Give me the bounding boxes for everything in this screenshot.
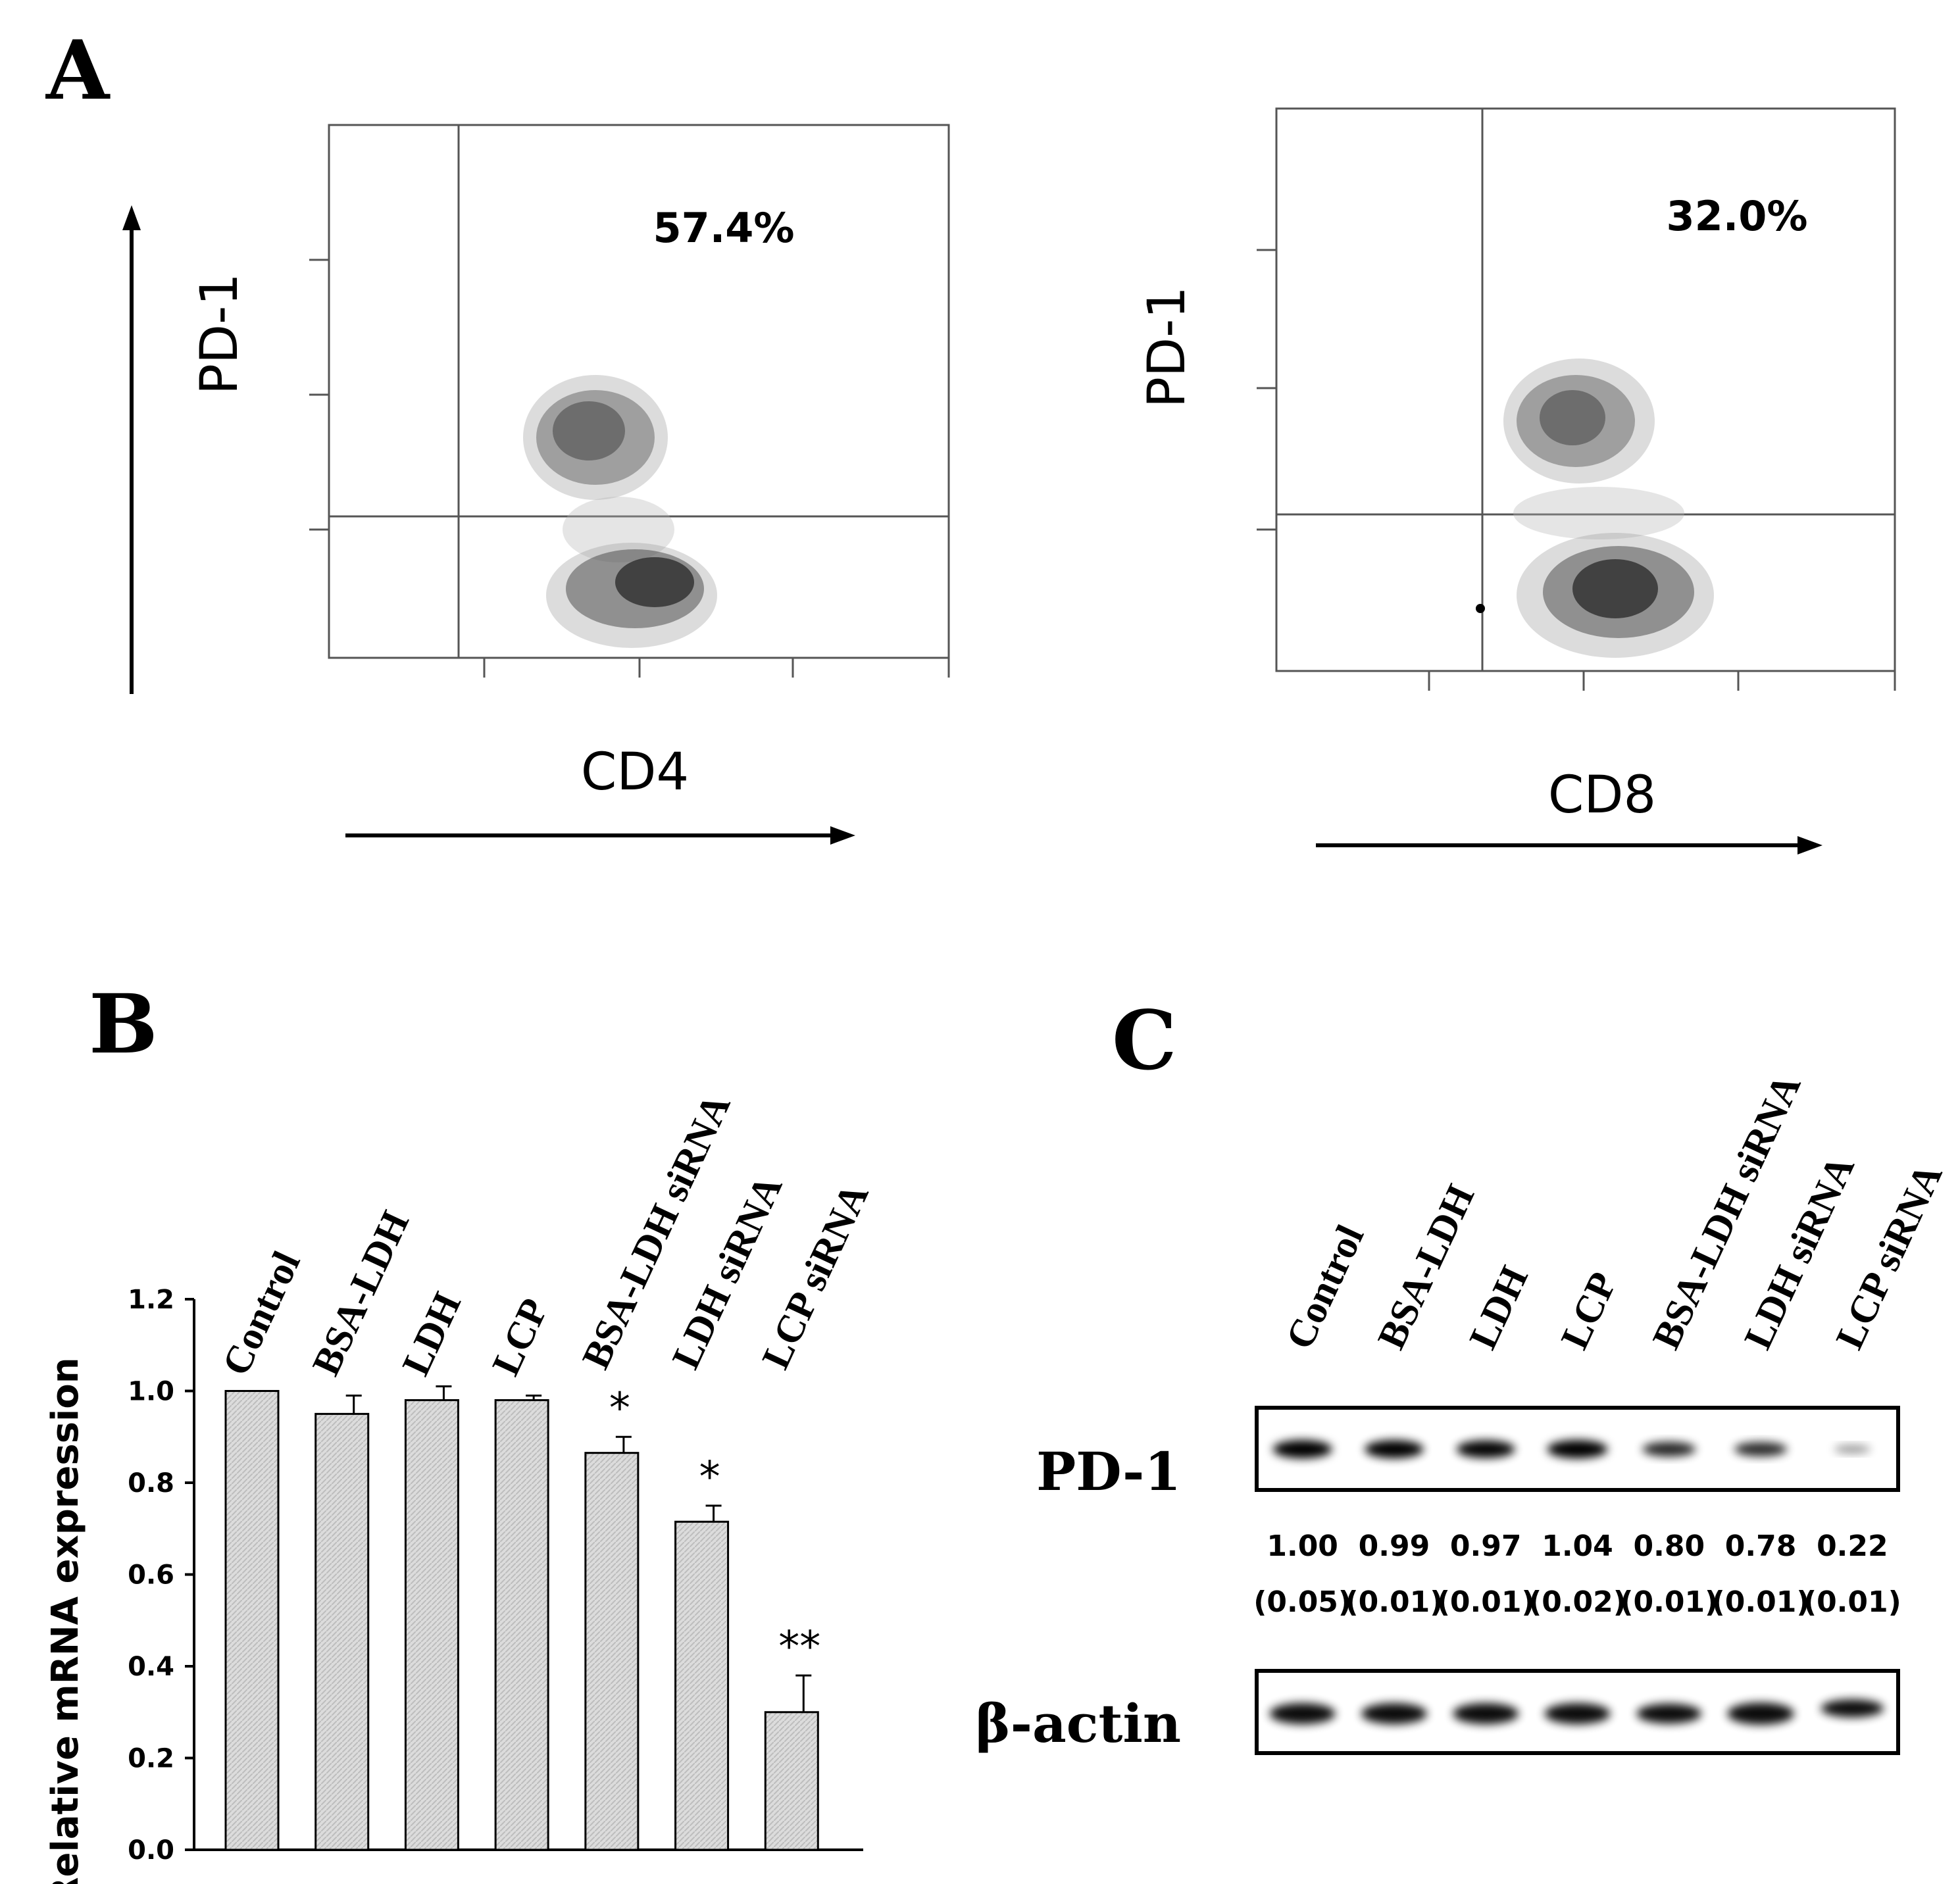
- pd1-relative-value: 0.97: [1450, 1529, 1522, 1563]
- cell-cluster-bridge: [563, 497, 674, 562]
- flow-left-percentage: 57.4%: [653, 204, 794, 252]
- blot-bands: [1269, 1440, 1884, 1725]
- panel-letter-c: C: [1112, 993, 1177, 1089]
- actin-band: [1544, 1703, 1611, 1724]
- cell-cluster-upper: [1503, 359, 1655, 483]
- bar-category-label: Control: [214, 1245, 309, 1381]
- pd1-band: [1456, 1440, 1515, 1458]
- pd1-band: [1547, 1440, 1608, 1458]
- cell-cluster-lower: [546, 543, 717, 648]
- cell-cluster-lower: [1517, 533, 1714, 658]
- flow-left-y-label: PD-1: [190, 273, 249, 395]
- bar-y-axis-label: Relative mRNA expression: [44, 1357, 87, 1884]
- significance-marker: *: [699, 1453, 720, 1502]
- pd1-band: [1642, 1441, 1696, 1457]
- panel-letter-b: B: [89, 977, 158, 1072]
- pd1-relative-value: 0.80: [1634, 1529, 1705, 1563]
- blot-lane-label: Control: [1278, 1218, 1372, 1355]
- bar-y-tick-label: 0.4: [128, 1652, 174, 1682]
- bar-y-ticks: 0.0 0.2 0.4 0.6 0.8 1.0 1.2: [128, 1285, 194, 1866]
- arrow-head-right: [1797, 836, 1822, 855]
- bar-2: [314, 1412, 370, 1851]
- bar-y-tick-label: 0.0: [128, 1835, 174, 1866]
- bar-chart-mrna: Relative mRNA expression 0.0 0.2 0.4 0.6 0.8…: [44, 1087, 877, 1884]
- pd1-relative-value: 1.04: [1542, 1529, 1613, 1563]
- pd1-relative-value: 0.99: [1359, 1529, 1430, 1563]
- pd1-sd-value: (0.01): [1712, 1585, 1810, 1619]
- actin-band: [1361, 1703, 1427, 1724]
- pd1-band: [1834, 1445, 1871, 1454]
- panel-letter-a: A: [45, 23, 111, 118]
- flow-right-x-label: CD8: [1548, 766, 1656, 825]
- bar-1: [224, 1390, 280, 1851]
- cell-cluster-bridge: [1513, 487, 1684, 539]
- pd1-band: [1365, 1440, 1424, 1458]
- pd1-sd-value: (0.01): [1620, 1585, 1718, 1619]
- bar-5: [584, 1452, 640, 1851]
- bar-6: [674, 1520, 730, 1851]
- bar-category-label: LDH: [393, 1286, 469, 1382]
- pd1-band: [1734, 1442, 1788, 1456]
- blot-lane-label: LDH: [1461, 1260, 1536, 1356]
- pd1-relative-value: 1.00: [1267, 1529, 1338, 1563]
- flow-left-x-label: CD4: [581, 743, 689, 802]
- significance-marker: *: [609, 1384, 630, 1433]
- bar-7: [764, 1711, 819, 1851]
- bar-4: [494, 1399, 549, 1851]
- blot-quantification: 1.00(0.05)0.99(0.01)0.97(0.01)1.04(0.02)…: [1253, 1529, 1901, 1619]
- pd1-sd-value: (0.02): [1528, 1585, 1626, 1619]
- cell-dot: [1476, 604, 1485, 613]
- actin-band: [1727, 1702, 1794, 1725]
- pd1-sd-value: (0.01): [1345, 1585, 1444, 1619]
- pd1-sd-value: (0.01): [1803, 1585, 1901, 1619]
- flow-plot-right: PD-1 32.0% CD8: [1138, 107, 1896, 855]
- pd1-band: [1272, 1440, 1332, 1458]
- arrow-head-up: [122, 205, 141, 230]
- pd1-relative-value: 0.22: [1817, 1529, 1888, 1563]
- blot-row-label-actin: β-actin: [976, 1693, 1181, 1754]
- actin-band: [1636, 1703, 1702, 1724]
- significance-marker: **: [778, 1623, 820, 1672]
- pd1-sd-value: (0.05): [1253, 1585, 1351, 1619]
- bar-y-tick-label: 0.8: [128, 1468, 174, 1499]
- pd1-sd-value: (0.01): [1437, 1585, 1535, 1619]
- bar-category-label: LCP: [484, 1292, 557, 1382]
- bar-y-tick-label: 0.6: [128, 1560, 174, 1591]
- bar-y-tick-label: 1.0: [128, 1377, 174, 1407]
- bar-y-tick-label: 1.2: [128, 1285, 174, 1315]
- pd1-relative-value: 0.78: [1725, 1529, 1797, 1563]
- bar-3: [404, 1399, 459, 1851]
- flow-plot-left: PD-1 57.4% CD4: [122, 124, 950, 845]
- actin-band: [1821, 1699, 1884, 1718]
- arrow-head-right: [830, 826, 855, 845]
- flow-right-y-label: PD-1: [1138, 286, 1197, 408]
- bar-y-tick-label: 0.2: [128, 1744, 174, 1774]
- actin-band: [1453, 1703, 1519, 1724]
- plot-frame: [1275, 107, 1896, 672]
- blot-lane-label: LCP: [1552, 1266, 1625, 1356]
- bar-marks: ****: [224, 1384, 820, 1851]
- blot-row-label-pd1: PD-1: [1036, 1441, 1181, 1502]
- actin-band: [1269, 1703, 1336, 1724]
- flow-right-percentage: 32.0%: [1666, 192, 1807, 240]
- cell-cluster-upper: [523, 375, 668, 500]
